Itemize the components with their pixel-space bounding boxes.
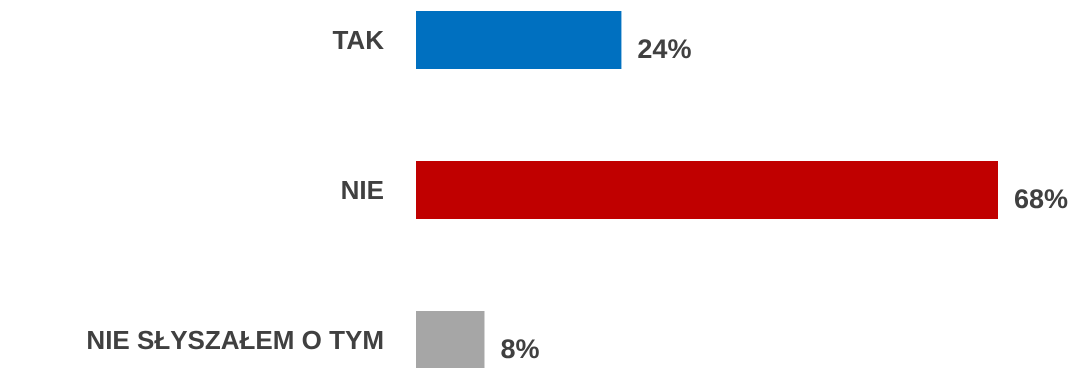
category-label-2: NIE: [341, 175, 384, 205]
value-label-2: 68%: [1014, 184, 1068, 214]
bar-2: [416, 161, 998, 219]
category-label-3: NIE SŁYSZAŁEM O TYM: [86, 325, 384, 355]
value-label-1: 24%: [637, 34, 691, 64]
bars-layer: TAK 24% NIE 68% NIE SŁYSZAŁEM O TYM 8%: [86, 11, 1068, 368]
value-label-3: 8%: [500, 334, 539, 364]
bar-1: [416, 11, 622, 69]
bar-3: [416, 311, 485, 368]
category-label-1: TAK: [332, 25, 384, 55]
